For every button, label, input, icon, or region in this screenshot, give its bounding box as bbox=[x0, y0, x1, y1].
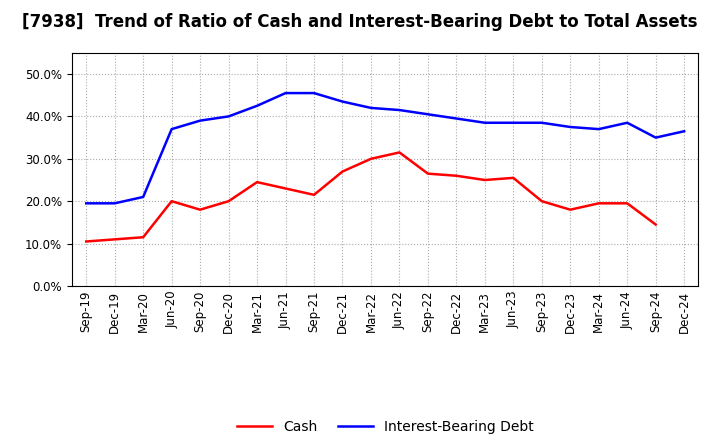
Cash bbox=[338, 169, 347, 174]
Interest-Bearing Debt bbox=[282, 91, 290, 96]
Interest-Bearing Debt bbox=[680, 128, 688, 134]
Cash bbox=[452, 173, 461, 178]
Interest-Bearing Debt bbox=[82, 201, 91, 206]
Text: [7938]  Trend of Ratio of Cash and Interest-Bearing Debt to Total Assets: [7938] Trend of Ratio of Cash and Intere… bbox=[22, 13, 698, 31]
Interest-Bearing Debt bbox=[537, 120, 546, 125]
Line: Interest-Bearing Debt: Interest-Bearing Debt bbox=[86, 93, 684, 203]
Interest-Bearing Debt bbox=[253, 103, 261, 108]
Cash bbox=[167, 198, 176, 204]
Cash bbox=[196, 207, 204, 213]
Cash bbox=[423, 171, 432, 176]
Legend: Cash, Interest-Bearing Debt: Cash, Interest-Bearing Debt bbox=[231, 414, 539, 439]
Interest-Bearing Debt bbox=[595, 126, 603, 132]
Cash bbox=[82, 239, 91, 244]
Interest-Bearing Debt bbox=[509, 120, 518, 125]
Interest-Bearing Debt bbox=[110, 201, 119, 206]
Interest-Bearing Debt bbox=[480, 120, 489, 125]
Cash bbox=[566, 207, 575, 213]
Interest-Bearing Debt bbox=[452, 116, 461, 121]
Interest-Bearing Debt bbox=[310, 91, 318, 96]
Interest-Bearing Debt bbox=[395, 107, 404, 113]
Interest-Bearing Debt bbox=[423, 112, 432, 117]
Interest-Bearing Debt bbox=[338, 99, 347, 104]
Cash bbox=[110, 237, 119, 242]
Interest-Bearing Debt bbox=[566, 125, 575, 130]
Cash bbox=[652, 222, 660, 227]
Cash bbox=[395, 150, 404, 155]
Cash bbox=[139, 235, 148, 240]
Interest-Bearing Debt bbox=[623, 120, 631, 125]
Interest-Bearing Debt bbox=[139, 194, 148, 200]
Cash bbox=[537, 198, 546, 204]
Cash bbox=[366, 156, 375, 161]
Interest-Bearing Debt bbox=[225, 114, 233, 119]
Line: Cash: Cash bbox=[86, 152, 656, 242]
Interest-Bearing Debt bbox=[196, 118, 204, 123]
Cash bbox=[253, 180, 261, 185]
Cash bbox=[480, 177, 489, 183]
Cash bbox=[310, 192, 318, 198]
Interest-Bearing Debt bbox=[652, 135, 660, 140]
Cash bbox=[282, 186, 290, 191]
Interest-Bearing Debt bbox=[167, 126, 176, 132]
Cash bbox=[509, 175, 518, 180]
Interest-Bearing Debt bbox=[366, 105, 375, 110]
Cash bbox=[225, 198, 233, 204]
Cash bbox=[623, 201, 631, 206]
Cash bbox=[595, 201, 603, 206]
